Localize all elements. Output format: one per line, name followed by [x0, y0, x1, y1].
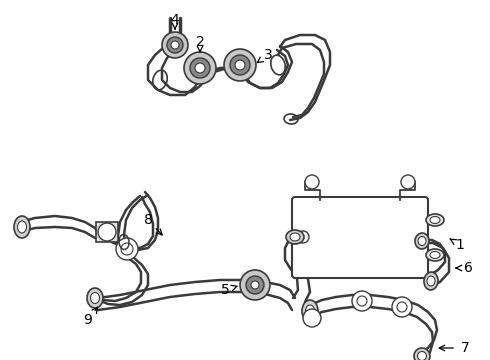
Circle shape: [121, 243, 133, 255]
Circle shape: [235, 60, 245, 70]
Ellipse shape: [91, 292, 99, 303]
Ellipse shape: [302, 300, 318, 322]
Ellipse shape: [18, 221, 26, 233]
Ellipse shape: [286, 230, 304, 244]
Circle shape: [352, 291, 372, 311]
Ellipse shape: [417, 351, 426, 360]
Ellipse shape: [414, 348, 430, 360]
Circle shape: [98, 223, 116, 241]
Ellipse shape: [87, 288, 103, 308]
Circle shape: [195, 63, 205, 73]
Circle shape: [246, 276, 264, 294]
FancyBboxPatch shape: [292, 197, 428, 278]
Bar: [96, 222, 118, 242]
Ellipse shape: [415, 233, 429, 249]
Ellipse shape: [430, 252, 440, 258]
Circle shape: [171, 41, 179, 49]
Text: 4: 4: [171, 13, 179, 27]
Text: 5: 5: [220, 283, 229, 297]
Circle shape: [240, 270, 270, 300]
Circle shape: [190, 58, 210, 78]
Circle shape: [224, 49, 256, 81]
Text: 9: 9: [84, 313, 93, 327]
Text: 8: 8: [144, 213, 152, 227]
Ellipse shape: [426, 249, 444, 261]
Circle shape: [162, 32, 188, 58]
Ellipse shape: [14, 216, 30, 238]
Text: 6: 6: [464, 261, 472, 275]
Circle shape: [116, 238, 138, 260]
Text: 1: 1: [456, 238, 465, 252]
Circle shape: [167, 37, 183, 53]
Circle shape: [184, 52, 216, 84]
Circle shape: [397, 302, 407, 312]
Circle shape: [303, 309, 321, 327]
Circle shape: [297, 231, 309, 243]
Ellipse shape: [427, 276, 435, 286]
Ellipse shape: [430, 216, 440, 224]
Circle shape: [305, 175, 319, 189]
Ellipse shape: [424, 272, 438, 290]
Circle shape: [251, 281, 259, 289]
Circle shape: [230, 55, 250, 75]
Ellipse shape: [418, 237, 426, 246]
Circle shape: [401, 175, 415, 189]
Text: 7: 7: [461, 341, 469, 355]
Ellipse shape: [305, 305, 315, 317]
Circle shape: [392, 297, 412, 317]
Circle shape: [357, 296, 367, 306]
Text: 3: 3: [264, 48, 272, 62]
Text: 2: 2: [196, 35, 204, 49]
Ellipse shape: [426, 214, 444, 226]
Ellipse shape: [290, 233, 300, 241]
